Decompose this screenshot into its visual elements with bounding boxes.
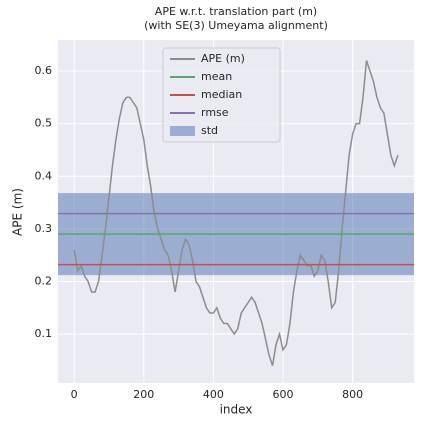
legend-label: APE (m) <box>201 52 245 65</box>
marks <box>58 60 414 366</box>
legend-box <box>162 47 281 143</box>
data-line <box>73 60 399 366</box>
chart-title: APE w.r.t. translation part (m) <box>155 5 317 18</box>
y-tick-label: 0.4 <box>35 169 53 182</box>
y-tick-label: 0.6 <box>35 64 53 77</box>
chart-title: (with SE(3) Umeyama alignment) <box>144 19 328 32</box>
legend-label: median <box>201 88 242 101</box>
legend-label: rmse <box>201 106 229 119</box>
x-axis-label: index <box>220 403 253 417</box>
y-tick-label: 0.2 <box>35 274 53 287</box>
x-tick-label: 600 <box>272 388 293 401</box>
legend: APE (m) mean median rmse std <box>162 47 281 143</box>
y-tick-label: 0.3 <box>35 222 53 235</box>
x-tick-label: 400 <box>203 388 224 401</box>
y-tick-label: 0.5 <box>35 117 53 130</box>
y-tick-label: 0.1 <box>35 327 53 340</box>
x-tick-label: 0 <box>71 388 78 401</box>
legend-swatch <box>170 126 195 136</box>
legend-label: std <box>201 124 218 137</box>
y-axis-label: APE (m) <box>11 188 25 236</box>
x-tick-label: 200 <box>133 388 154 401</box>
x-tick-label: 800 <box>342 388 363 401</box>
legend-label: mean <box>201 70 232 83</box>
